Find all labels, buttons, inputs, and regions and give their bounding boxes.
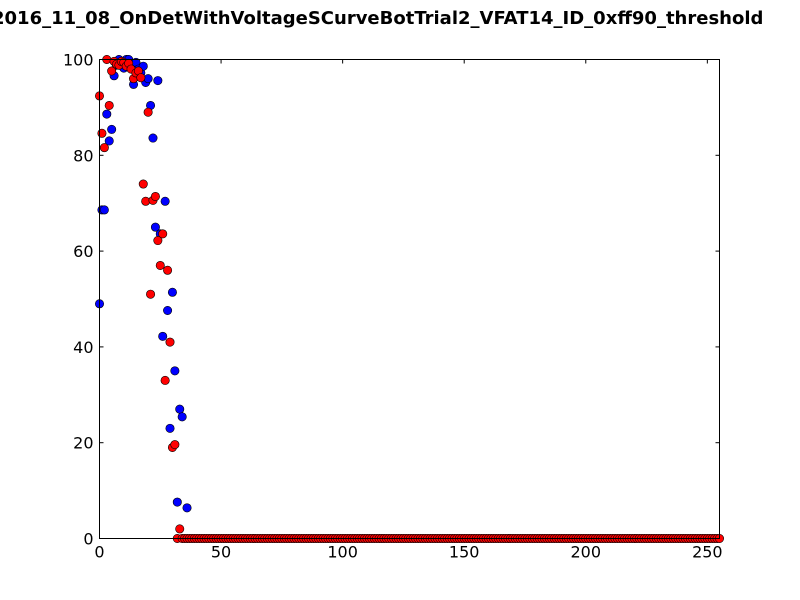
y-tick-label: 0 bbox=[83, 530, 93, 549]
y-tick-label: 100 bbox=[63, 51, 94, 70]
blue-data-point bbox=[175, 404, 185, 414]
x-tick-label: 250 bbox=[692, 543, 723, 562]
blue-data-point bbox=[148, 133, 158, 143]
blue-data-point bbox=[163, 305, 173, 315]
red-data-point bbox=[155, 260, 165, 270]
y-tick-label: 80 bbox=[73, 146, 93, 165]
red-data-point bbox=[97, 128, 107, 138]
blue-data-point bbox=[167, 287, 177, 297]
blue-data-point bbox=[104, 136, 114, 146]
blue-data-point bbox=[170, 366, 180, 376]
red-data-point bbox=[143, 107, 153, 117]
red-data-point bbox=[104, 100, 114, 110]
y-tick-label: 40 bbox=[73, 338, 93, 357]
red-data-point bbox=[163, 265, 173, 275]
x-tick-label: 150 bbox=[449, 543, 480, 562]
red-data-point bbox=[160, 375, 170, 385]
plot-frame bbox=[99, 59, 720, 539]
blue-data-point bbox=[160, 196, 170, 206]
tick-layer: 0 50 100 150 200 250 0 20 40 60 80 100 bbox=[63, 51, 723, 562]
red-data-point bbox=[153, 236, 163, 246]
red-data-point bbox=[107, 66, 117, 76]
red-data-point bbox=[146, 289, 156, 299]
red-data-point bbox=[175, 524, 185, 534]
blue-data-point bbox=[165, 423, 175, 433]
red-data-point bbox=[136, 73, 146, 83]
blue-data-point bbox=[107, 124, 117, 134]
y-tick-label: 60 bbox=[73, 242, 93, 261]
red-data-point bbox=[138, 179, 148, 189]
blue-data-point bbox=[158, 331, 168, 341]
blue-data-point bbox=[172, 497, 182, 507]
blue-data-point bbox=[182, 503, 192, 513]
blue-data-point bbox=[150, 222, 160, 232]
red-data-point bbox=[158, 229, 168, 239]
blue-data-point bbox=[153, 76, 163, 86]
chart-title: 2016_11_08_OnDetWithVoltageSCurveBotTria… bbox=[0, 8, 764, 29]
red-data-point bbox=[150, 191, 160, 201]
red-data-point bbox=[99, 143, 109, 153]
x-tick-label: 50 bbox=[211, 543, 231, 562]
x-tick-label: 200 bbox=[571, 543, 602, 562]
blue-data-point bbox=[177, 412, 187, 422]
red-data-point bbox=[165, 337, 175, 347]
x-tick-label: 0 bbox=[94, 543, 104, 562]
red-data-point bbox=[170, 440, 180, 450]
x-tick-label: 100 bbox=[327, 543, 358, 562]
blue-data-point bbox=[99, 205, 109, 215]
points-layer bbox=[95, 54, 724, 543]
blue-data-point bbox=[102, 109, 112, 119]
y-tick-label: 20 bbox=[73, 434, 93, 453]
